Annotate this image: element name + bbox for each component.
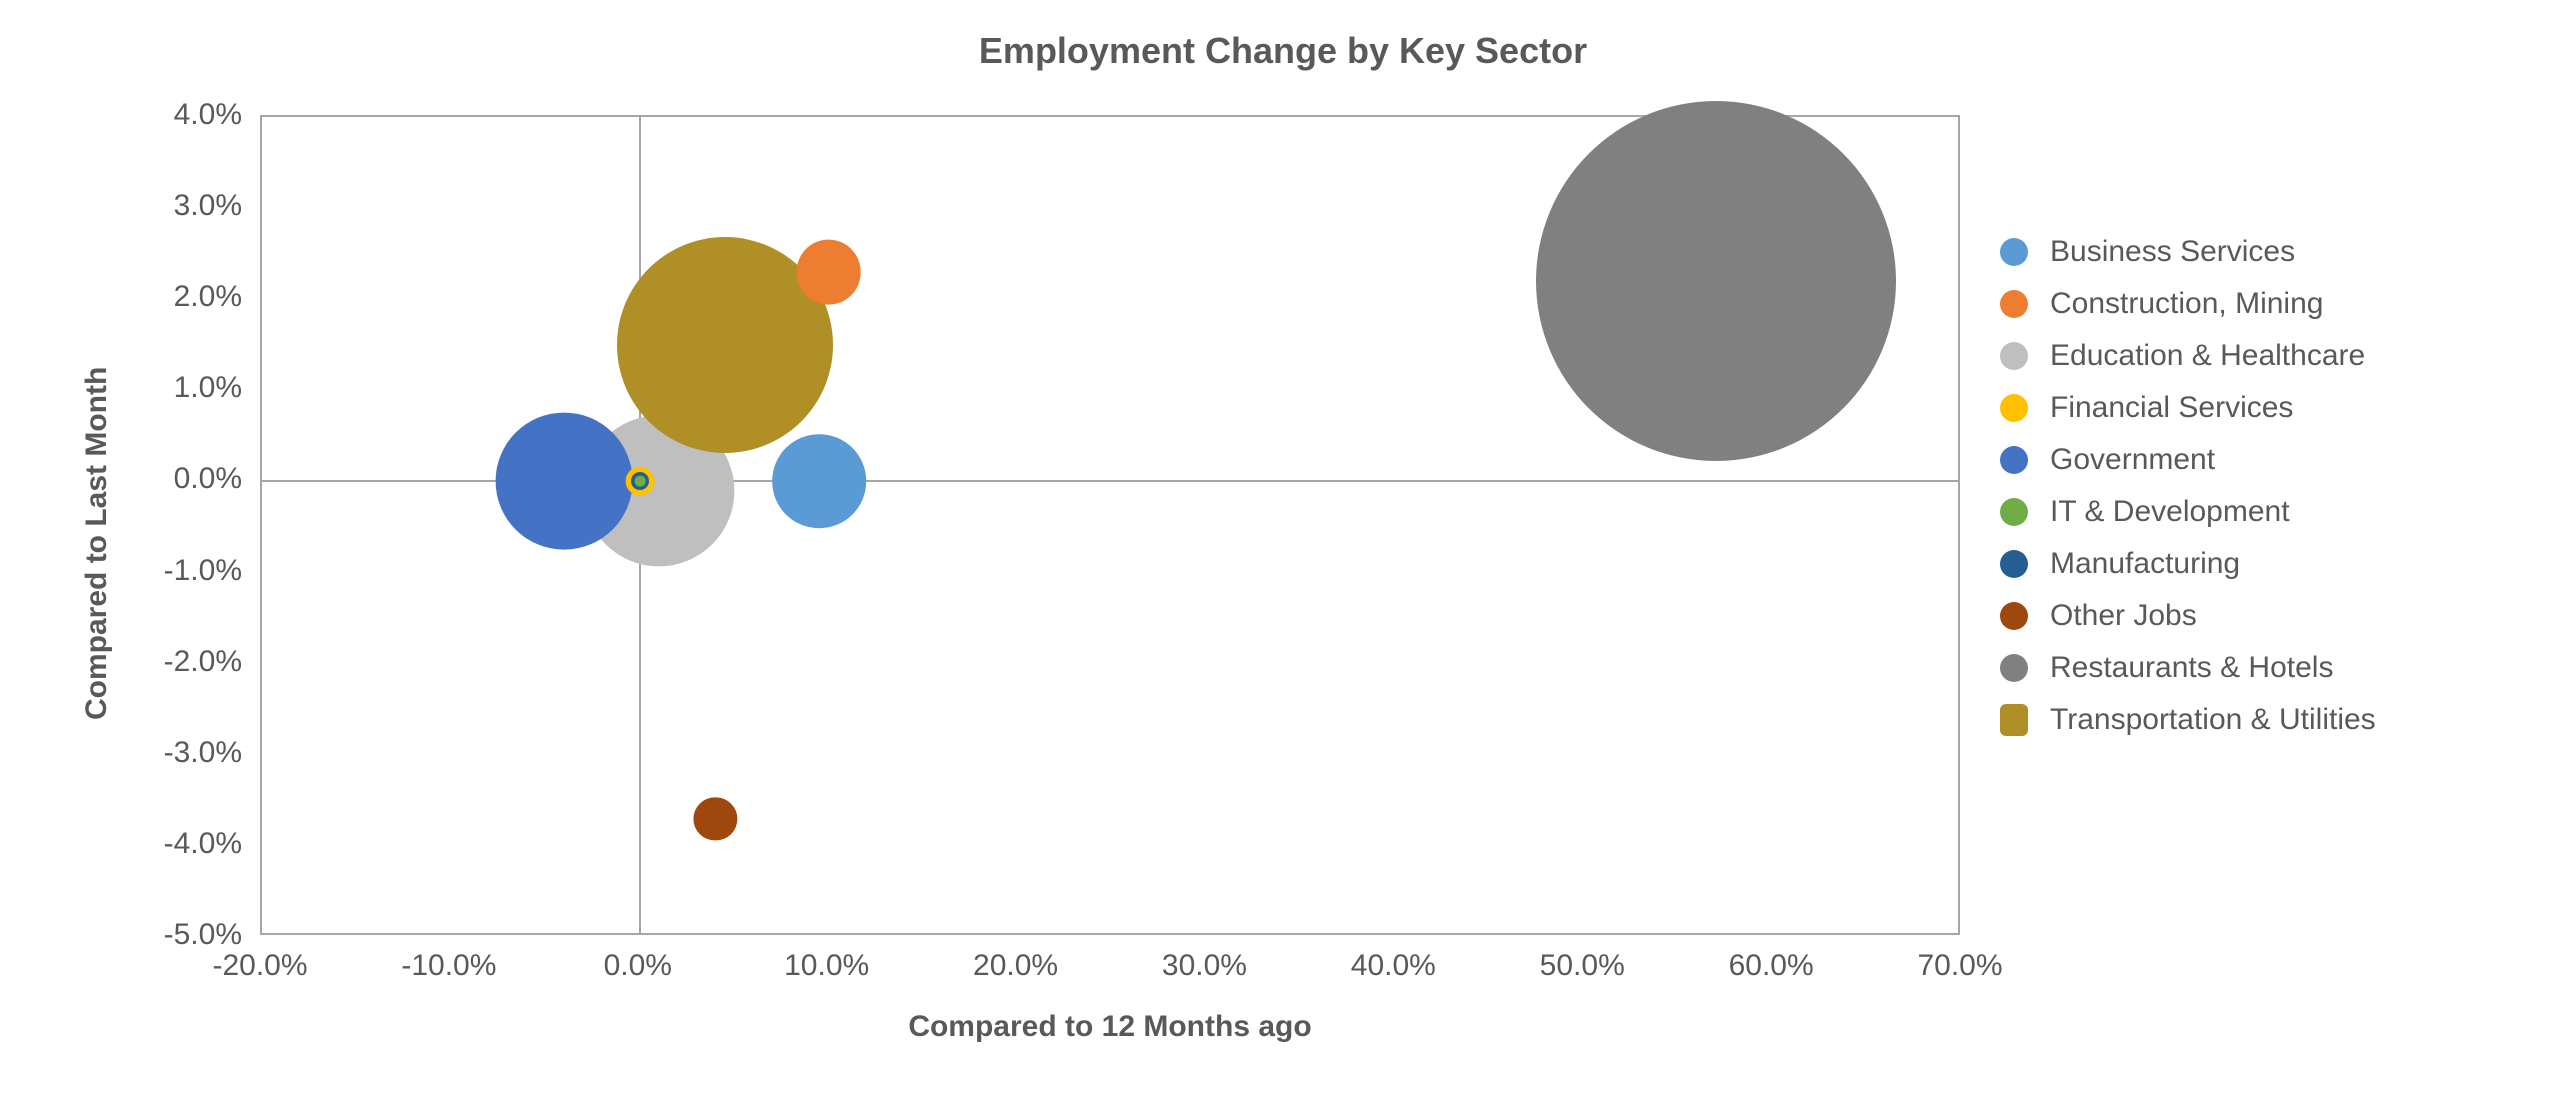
plot-area [260, 115, 1960, 935]
legend-label: Government [2050, 443, 2215, 477]
bubble [772, 435, 866, 529]
y-tick-label: -3.0% [122, 736, 242, 770]
chart-container: Employment Change by Key Sector Compared… [0, 0, 2566, 1109]
x-tick-label: -20.0% [212, 949, 307, 983]
legend-label: IT & Development [2050, 495, 2290, 529]
x-axis-title: Compared to 12 Months ago [0, 1010, 2220, 1044]
y-tick-label: 3.0% [122, 189, 242, 223]
x-tick-label: 20.0% [973, 949, 1058, 983]
y-tick-label: -1.0% [122, 554, 242, 588]
y-tick-label: -5.0% [122, 918, 242, 952]
x-tick-label: 0.0% [604, 949, 672, 983]
x-tick-label: 10.0% [784, 949, 869, 983]
y-tick-label: 4.0% [122, 98, 242, 132]
legend: Business Services Construction, Mining Edu… [2000, 235, 2560, 755]
legend-swatch [2000, 704, 2028, 736]
legend-label: Restaurants & Hotels [2050, 651, 2333, 685]
legend-item: Manufacturing [2000, 547, 2560, 581]
x-tick-label: 70.0% [1917, 949, 2002, 983]
y-axis-title: Compared to Last Month [80, 367, 114, 720]
legend-swatch [2000, 498, 2028, 526]
legend-swatch [2000, 394, 2028, 422]
legend-item: Other Jobs [2000, 599, 2560, 633]
bubble [496, 413, 633, 550]
x-tick-label: -10.0% [401, 949, 496, 983]
legend-label: Manufacturing [2050, 547, 2240, 581]
legend-label: Transportation & Utilities [2050, 703, 2376, 737]
legend-item: Government [2000, 443, 2560, 477]
legend-label: Financial Services [2050, 391, 2293, 425]
legend-item: Education & Healthcare [2000, 339, 2560, 373]
legend-swatch [2000, 290, 2028, 318]
bubble [634, 476, 645, 487]
chart-title: Employment Change by Key Sector [0, 30, 2566, 72]
y-tick-label: -2.0% [122, 645, 242, 679]
x-tick-label: 30.0% [1162, 949, 1247, 983]
legend-label: Education & Healthcare [2050, 339, 2365, 373]
y-tick-label: 0.0% [122, 462, 242, 496]
legend-swatch [2000, 602, 2028, 630]
legend-item: Transportation & Utilities [2000, 703, 2560, 737]
bubble [1536, 101, 1896, 461]
legend-swatch [2000, 654, 2028, 682]
y-tick-label: 2.0% [122, 280, 242, 314]
x-tick-label: 40.0% [1351, 949, 1436, 983]
legend-item: Restaurants & Hotels [2000, 651, 2560, 685]
x-tick-label: 50.0% [1540, 949, 1625, 983]
legend-item: IT & Development [2000, 495, 2560, 529]
legend-swatch [2000, 342, 2028, 370]
y-tick-label: -4.0% [122, 827, 242, 861]
legend-swatch [2000, 238, 2028, 266]
legend-label: Business Services [2050, 235, 2295, 269]
y-tick-label: 1.0% [122, 371, 242, 405]
legend-swatch [2000, 550, 2028, 578]
legend-label: Construction, Mining [2050, 287, 2323, 321]
legend-label: Other Jobs [2050, 599, 2197, 633]
x-tick-label: 60.0% [1729, 949, 1814, 983]
legend-item: Construction, Mining [2000, 287, 2560, 321]
legend-item: Business Services [2000, 235, 2560, 269]
bubble [796, 239, 861, 304]
bubble [694, 797, 737, 840]
legend-item: Financial Services [2000, 391, 2560, 425]
legend-swatch [2000, 446, 2028, 474]
